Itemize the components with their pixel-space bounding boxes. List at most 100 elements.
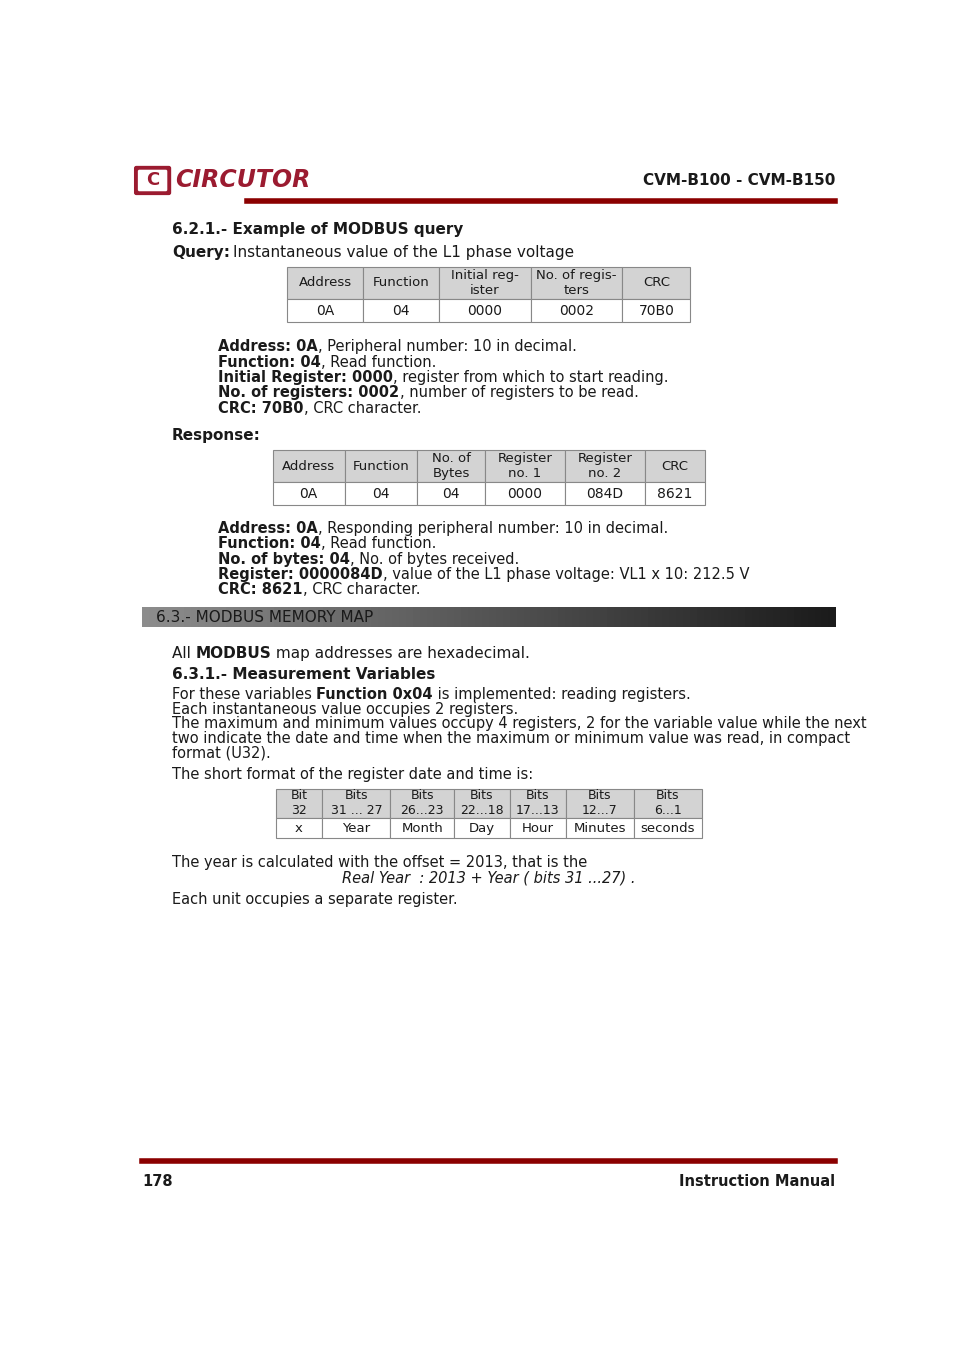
Text: Instruction Manual: Instruction Manual [679,1173,835,1189]
Bar [564,482,644,505]
Bar [475,608,482,628]
Bar [606,608,614,628]
Bar [488,608,497,628]
Text: CRC: CRC [642,277,669,289]
Bar [363,300,439,323]
Bar [621,267,690,300]
Text: 8621: 8621 [657,487,692,501]
Text: 0000: 0000 [507,487,542,501]
Text: , CRC character.: , CRC character. [304,401,421,416]
Bar [170,608,177,628]
Bar [613,608,620,628]
Bar [156,608,164,628]
Text: CRC: CRC [660,459,688,472]
Bar [426,608,434,628]
Text: Hour: Hour [521,822,553,834]
Bar [627,608,635,628]
Bar [633,818,701,838]
Bar [433,608,440,628]
Bar [390,788,454,818]
Bar [329,608,337,628]
Bar [821,608,828,628]
Bar [392,608,399,628]
Text: Initial Register: 0000: Initial Register: 0000 [218,370,393,385]
Bar [212,608,219,628]
Bar [676,608,683,628]
Bar [260,608,268,628]
Text: , register from which to start reading.: , register from which to start reading. [393,370,668,385]
Text: Address: 0A: Address: 0A [218,521,318,536]
Bar [273,450,344,482]
Bar [357,608,365,628]
Text: 084D: 084D [585,487,622,501]
Bar [780,608,787,628]
Bar [703,608,711,628]
Text: CRC: 8621: CRC: 8621 [218,582,303,598]
Bar [322,608,330,628]
Bar [150,608,157,628]
Bar [343,608,351,628]
Bar [294,608,302,628]
Text: Day: Day [468,822,495,834]
Text: , number of registers to be read.: , number of registers to be read. [399,385,638,401]
Text: For these variables: For these variables [172,687,316,702]
Bar [385,608,393,628]
Text: 6.3.- MODBUS MEMORY MAP: 6.3.- MODBUS MEMORY MAP [156,610,374,625]
Bar [509,788,565,818]
Text: 0A: 0A [299,487,317,501]
Text: 0000: 0000 [467,304,502,317]
Text: Bits
12...7: Bits 12...7 [581,790,617,817]
Text: The short format of the register date and time is:: The short format of the register date an… [172,767,533,782]
Text: Bits
17...13: Bits 17...13 [516,790,559,817]
Bar [371,608,378,628]
Bar [793,608,801,628]
Bar [633,788,701,818]
Text: 6.2.1.- Example of MODBUS query: 6.2.1.- Example of MODBUS query [172,221,463,238]
Bar [496,608,503,628]
Bar [565,788,633,818]
Bar [281,608,289,628]
Bar [717,608,724,628]
Bar [253,608,261,628]
Text: , Read function.: , Read function. [321,536,436,551]
Text: Instantaneous value of the L1 phase voltage: Instantaneous value of the L1 phase volt… [233,246,574,261]
Text: Address: Address [282,459,335,472]
Bar [447,608,455,628]
Bar [661,608,669,628]
Text: Function: Function [352,459,409,472]
Bar [218,608,226,628]
Text: Function: 04: Function: 04 [218,355,321,370]
Bar [537,608,544,628]
Bar [301,608,309,628]
Bar [275,788,322,818]
Text: 6.3.1.- Measurement Variables: 6.3.1.- Measurement Variables [172,667,435,682]
Text: seconds: seconds [640,822,695,834]
Bar [484,482,564,505]
Bar [530,608,537,628]
Text: Initial reg-
ister: Initial reg- ister [451,269,518,297]
Text: No. of bytes: 04: No. of bytes: 04 [218,552,350,567]
Bar [197,608,206,628]
Bar [696,608,703,628]
Text: Each instantaneous value occupies 2 registers.: Each instantaneous value occupies 2 regi… [172,702,517,717]
Text: 04: 04 [442,487,459,501]
Bar [274,608,281,628]
Bar [233,608,240,628]
Text: Function: 04: Function: 04 [218,536,321,551]
Bar [344,482,416,505]
Text: x: x [294,822,303,834]
Text: Bits
26...23: Bits 26...23 [400,790,443,817]
Bar [634,608,641,628]
Bar [377,608,385,628]
Bar [807,608,815,628]
Bar [163,608,171,628]
Text: Bits
22...18: Bits 22...18 [459,790,503,817]
Bar [564,450,644,482]
Text: MODBUS: MODBUS [195,645,272,660]
Bar [523,608,531,628]
Bar [689,608,697,628]
Bar [416,450,484,482]
Text: map addresses are hexadecimal.: map addresses are hexadecimal. [272,645,530,660]
Text: , value of the L1 phase voltage: VL1 x 10: 212.5 V: , value of the L1 phase voltage: VL1 x 1… [383,567,749,582]
Bar [336,608,344,628]
